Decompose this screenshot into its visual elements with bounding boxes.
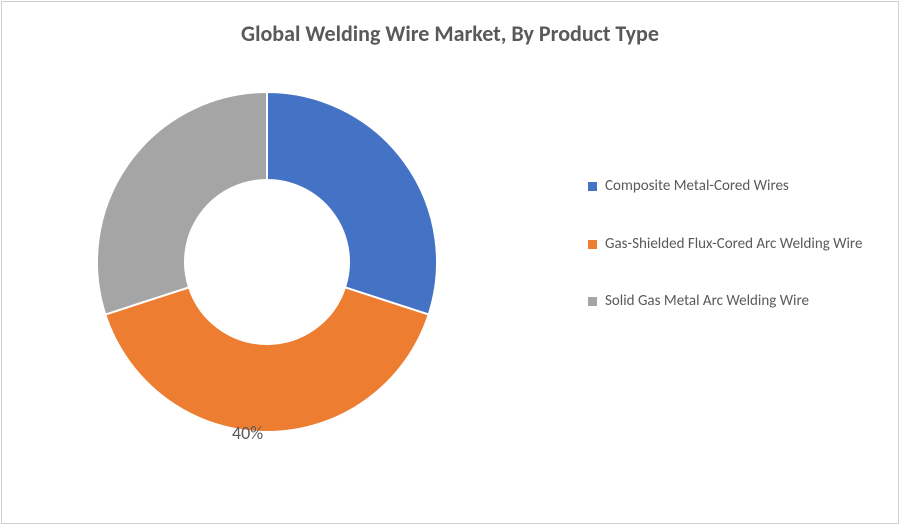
legend-item-2: Solid Gas Metal Arc Welding Wire bbox=[588, 292, 868, 312]
donut-chart bbox=[92, 87, 442, 437]
donut-slice-1 bbox=[105, 287, 428, 432]
legend-swatch-0 bbox=[588, 182, 597, 191]
legend-item-0: Composite Metal-Cored Wires bbox=[588, 177, 868, 197]
chart-container: Global Welding Wire Market, By Product T… bbox=[1, 1, 899, 524]
donut-slice-2 bbox=[97, 92, 267, 315]
legend-swatch-2 bbox=[588, 297, 597, 306]
legend: Composite Metal-Cored Wires Gas-Shielded … bbox=[588, 177, 868, 350]
donut-slice-0 bbox=[267, 92, 437, 315]
legend-item-1: Gas-Shielded Flux-Cored Arc Welding Wire bbox=[588, 235, 868, 255]
data-label-0: 40% bbox=[232, 422, 263, 444]
chart-title: Global Welding Wire Market, By Product T… bbox=[2, 20, 898, 47]
legend-label-2: Solid Gas Metal Arc Welding Wire bbox=[605, 292, 868, 312]
legend-label-1: Gas-Shielded Flux-Cored Arc Welding Wire bbox=[605, 235, 868, 255]
legend-label-0: Composite Metal-Cored Wires bbox=[605, 177, 868, 197]
legend-swatch-1 bbox=[588, 240, 597, 249]
